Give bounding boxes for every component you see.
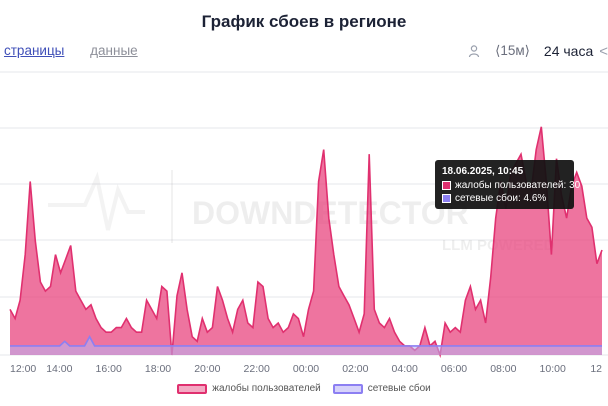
- tab-data[interactable]: данные: [90, 43, 138, 58]
- x-tick-label: 02:00: [342, 363, 368, 375]
- chevron-left-icon[interactable]: <: [599, 42, 608, 60]
- view-tabs: страницы данные: [4, 43, 160, 58]
- user-icon[interactable]: [467, 44, 481, 58]
- x-tick-label: 20:00: [194, 363, 220, 375]
- legend-swatch-network: [332, 383, 363, 394]
- tooltip-complaints: жалобы пользователей: 30: [455, 180, 581, 191]
- series-line-1: [10, 335, 602, 347]
- legend-label-network: сетевые сбои: [367, 383, 431, 394]
- x-tick-label: 06:00: [441, 363, 467, 375]
- series-layer: [9, 126, 603, 359]
- tooltip-row-network: сетевые сбои: 4.6%: [442, 193, 546, 204]
- tooltip-swatch-complaints: [442, 181, 451, 190]
- x-tick-label: 22:00: [244, 363, 270, 375]
- x-tick-label: 12:00: [10, 363, 36, 375]
- x-tick-label: 16:00: [96, 363, 122, 375]
- tooltip-network: сетевые сбои: 4.6%: [455, 193, 547, 204]
- x-tick-label: 08:00: [490, 363, 516, 375]
- x-tick-label: 10:00: [540, 363, 566, 375]
- legend-item-network[interactable]: сетевые сбои: [332, 383, 431, 394]
- chart-legend: жалобы пользователей сетевые сбои: [0, 383, 608, 394]
- x-tick-label: 00:00: [293, 363, 319, 375]
- series-area-1: [10, 336, 602, 355]
- watermark-logo-icon: [48, 171, 145, 231]
- x-tick-label: 12: [590, 363, 602, 375]
- tooltip-swatch-network: [442, 194, 451, 203]
- x-tick-label: 14:00: [46, 363, 72, 375]
- tooltip-date: 18.06.2025, 10:45: [442, 166, 524, 177]
- legend-item-complaints[interactable]: жалобы пользователей: [177, 383, 321, 394]
- period-selector[interactable]: 24 часа: [543, 43, 594, 59]
- x-tick-label: 18:00: [145, 363, 171, 375]
- page-title: График сбоев в регионе: [201, 12, 407, 31]
- chart-controls: ⟨15м⟩ 24 часа <: [467, 41, 608, 61]
- interval-selector[interactable]: ⟨15м⟩: [495, 43, 530, 58]
- tooltip-row-complaints: жалобы пользователей: 30: [442, 180, 580, 191]
- tooltip: 18.06.2025, 10:45 жалобы пользователей: …: [435, 160, 580, 209]
- legend-label-complaints: жалобы пользователей: [212, 383, 321, 394]
- legend-swatch-complaints: [177, 383, 208, 394]
- x-axis-ticks: 12:00 14:00 16:00 18:00 20:00 22:00 00:00 02:00…: [10, 363, 602, 375]
- x-tick-label: 04:00: [392, 363, 418, 375]
- tab-pages[interactable]: страницы: [4, 43, 65, 58]
